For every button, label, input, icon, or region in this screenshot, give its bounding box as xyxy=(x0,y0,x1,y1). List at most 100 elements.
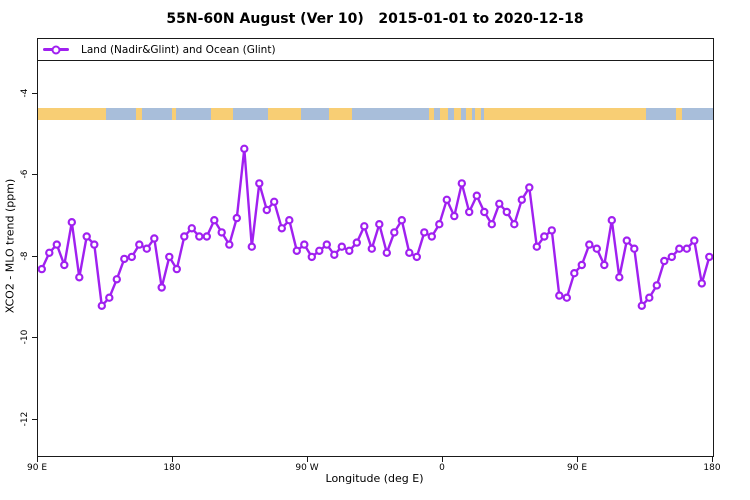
open-circle-marker-icon xyxy=(51,45,61,54)
data-point-marker xyxy=(547,226,556,235)
y-tick-mark xyxy=(32,92,37,94)
data-point-marker xyxy=(90,240,99,249)
data-point-marker xyxy=(292,246,301,255)
data-point-marker xyxy=(510,219,519,229)
data-point-marker xyxy=(52,240,61,249)
data-point-marker xyxy=(277,224,286,233)
data-point-marker xyxy=(262,205,271,215)
data-point-marker xyxy=(337,242,346,251)
data-point-marker xyxy=(135,240,144,249)
data-point-marker xyxy=(600,260,609,270)
data-point-marker xyxy=(225,240,234,249)
data-point-marker xyxy=(165,252,174,262)
land-segment xyxy=(329,108,353,120)
y-tick-mark xyxy=(32,337,37,339)
data-point-marker xyxy=(652,281,662,290)
y-axis-label: XCO2 - MLO trend (ppm) xyxy=(3,178,17,314)
data-series-plot xyxy=(38,144,713,310)
legend-box: Land (Nadir&Glint) and Ocean (Glint) xyxy=(38,39,713,61)
land-segment xyxy=(38,108,107,120)
data-point-marker xyxy=(127,252,137,262)
series-line xyxy=(40,147,711,307)
land-segment xyxy=(136,108,142,120)
data-point-marker xyxy=(682,244,692,253)
data-point-marker xyxy=(487,219,496,229)
data-point-marker xyxy=(202,232,211,241)
x-tick-label: 180 xyxy=(703,463,721,473)
x-tick-mark xyxy=(712,457,713,462)
land-segment xyxy=(171,108,176,120)
data-point-marker xyxy=(705,252,713,262)
data-point-marker xyxy=(382,248,391,257)
land-segment xyxy=(475,108,481,120)
data-point-marker xyxy=(38,264,46,274)
data-point-marker xyxy=(360,222,369,231)
data-point-marker xyxy=(97,301,107,310)
data-point-marker xyxy=(142,244,152,253)
data-point-marker xyxy=(562,293,572,302)
data-point-marker xyxy=(195,232,204,241)
data-point-marker xyxy=(60,260,69,270)
land-segment xyxy=(428,108,434,120)
x-axis-label: Longitude (deg E) xyxy=(325,472,424,485)
data-point-marker xyxy=(667,252,677,262)
data-point-marker xyxy=(622,236,632,245)
data-point-marker xyxy=(172,264,181,274)
data-point-marker xyxy=(157,283,166,292)
data-point-marker xyxy=(450,211,459,221)
data-point-marker xyxy=(615,273,624,282)
land-segment xyxy=(483,108,647,120)
data-point-marker xyxy=(150,234,159,243)
data-point-marker xyxy=(427,232,436,241)
data-point-marker xyxy=(105,293,114,302)
data-point-marker xyxy=(240,144,249,154)
x-tick-label: 0 xyxy=(439,463,445,473)
land-segment xyxy=(454,108,461,120)
x-tick-mark xyxy=(172,457,173,462)
data-point-marker xyxy=(210,215,219,225)
data-point-marker xyxy=(367,244,376,253)
data-point-marker xyxy=(75,273,84,282)
data-point-marker xyxy=(67,217,76,227)
land-segment xyxy=(211,108,233,120)
data-point-marker xyxy=(412,252,421,262)
land-segment xyxy=(440,108,449,120)
land-ocean-map-strip xyxy=(38,108,713,120)
data-point-marker xyxy=(645,293,654,302)
data-point-marker xyxy=(465,207,474,217)
x-tick-mark xyxy=(442,457,443,462)
y-tick-mark xyxy=(32,419,37,421)
data-point-marker xyxy=(180,232,189,241)
x-tick-label: 180 xyxy=(163,463,181,473)
data-point-marker xyxy=(457,179,466,188)
data-point-marker xyxy=(435,219,444,229)
data-point-marker xyxy=(375,219,384,229)
data-point-marker xyxy=(247,242,256,251)
data-point-marker xyxy=(322,240,331,249)
land-segment xyxy=(465,108,473,120)
data-point-marker xyxy=(637,301,647,310)
legend-label: Land (Nadir&Glint) and Ocean (Glint) xyxy=(81,43,276,56)
chart-title: 55N-60N August (Ver 10) 2015-01-01 to 20… xyxy=(166,11,584,27)
data-point-marker xyxy=(187,224,196,233)
data-point-marker xyxy=(82,232,91,241)
legend-line-sample xyxy=(43,45,69,54)
data-point-marker xyxy=(397,215,406,225)
x-tick-label: 90 E xyxy=(567,463,587,473)
y-tick-label: -6 xyxy=(20,169,30,179)
x-tick-mark xyxy=(577,457,578,462)
data-point-marker xyxy=(307,252,316,262)
data-point-marker xyxy=(300,240,309,249)
data-point-marker xyxy=(525,183,534,192)
data-point-marker xyxy=(532,242,541,251)
x-tick-mark xyxy=(37,457,38,462)
data-point-marker xyxy=(112,275,122,284)
data-point-marker xyxy=(495,199,504,208)
data-point-marker xyxy=(405,248,414,257)
data-point-marker xyxy=(675,244,684,253)
data-point-marker xyxy=(570,268,579,278)
data-point-marker xyxy=(255,179,264,188)
data-point-marker xyxy=(217,228,226,237)
y-tick-label: -12 xyxy=(20,411,30,427)
